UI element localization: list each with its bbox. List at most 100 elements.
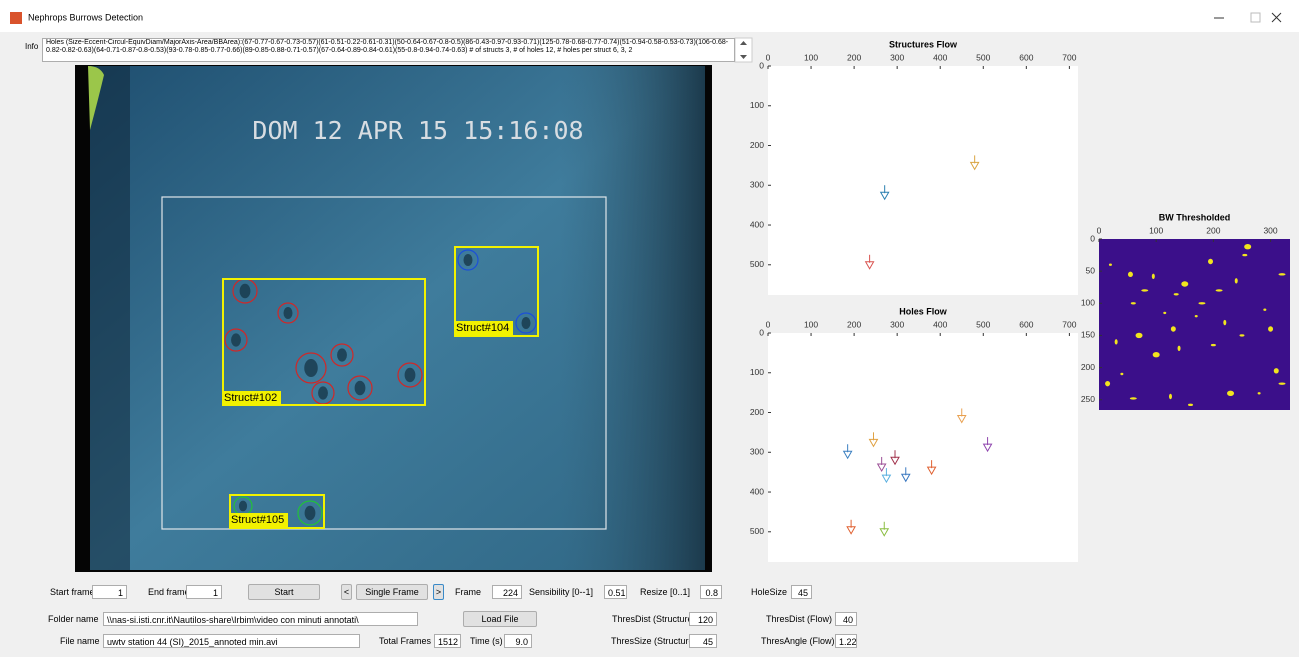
marker-triangle: [982, 443, 993, 453]
x-tick-label: 700: [1062, 319, 1076, 329]
structure-label-bg: [455, 321, 513, 335]
input[interactable]: 40: [835, 612, 857, 626]
bw-blob: [1135, 332, 1143, 339]
x-tick-label: 100: [1149, 225, 1163, 235]
y-tick-label: 200: [1081, 362, 1095, 372]
label: HoleSize: [751, 587, 788, 597]
y-tick-label: 500: [750, 259, 764, 269]
info-label: Info: [25, 42, 39, 51]
input[interactable]: 224: [492, 585, 522, 599]
marker-triangle: [900, 473, 911, 483]
marker-triangle: [842, 450, 853, 460]
y-tick-label: 50: [1086, 265, 1096, 275]
flow-marker: [879, 185, 890, 201]
bw-blob: [1194, 314, 1198, 318]
bw-blob: [1163, 311, 1167, 315]
x-tick-label: 200: [847, 319, 861, 329]
bw-blob: [1278, 273, 1286, 276]
y-tick-label: 0: [1090, 233, 1095, 243]
input[interactable]: 9.0: [504, 634, 532, 648]
plot-title: Holes Flow: [899, 306, 948, 316]
flow-marker: [876, 456, 887, 472]
video-rock: [560, 66, 705, 570]
input[interactable]: 45: [791, 585, 812, 599]
x-tick-label: 0: [766, 319, 771, 329]
burrow-hole: [354, 380, 366, 396]
marker-triangle: [846, 526, 856, 535]
marker-triangle: [879, 191, 890, 201]
hole-circle: [457, 249, 479, 271]
label: Total Frames: [379, 636, 432, 646]
x-tick-label: 200: [1206, 225, 1220, 235]
flow-marker: [956, 408, 967, 424]
burrow-hole: [304, 505, 316, 521]
x-tick-label: 500: [976, 319, 990, 329]
input[interactable]: 0.8: [700, 585, 722, 599]
x-tick-label: 400: [933, 319, 947, 329]
y-tick-label: 300: [750, 180, 764, 190]
y-tick-label: 200: [750, 140, 764, 150]
bw-blob: [1239, 334, 1245, 337]
input[interactable]: \\nas-si.isti.cnr.it\Nautilos-share\Irbi…: [103, 612, 418, 626]
maximize-button[interactable]: [1250, 12, 1261, 23]
input[interactable]: 1.22: [835, 634, 857, 648]
info-scrollbar[interactable]: [734, 37, 753, 63]
x-tick-label: 200: [847, 52, 861, 62]
input[interactable]: uwtv station 44 (SI)_2015_annoted min.av…: [103, 634, 360, 648]
y-tick-label: 300: [750, 447, 764, 457]
label: Frame: [455, 587, 482, 597]
label: File name: [60, 636, 100, 646]
y-tick-label: 400: [750, 486, 764, 496]
input[interactable]: 0.51: [604, 585, 627, 599]
bw-blob: [1215, 289, 1223, 292]
x-tick-label: 600: [1019, 319, 1033, 329]
flow-marker: [900, 467, 911, 483]
burrow-hole: [231, 333, 241, 347]
prev-button[interactable]: <: [341, 584, 352, 600]
input[interactable]: 120: [689, 612, 717, 626]
bw-image: [1099, 239, 1290, 410]
single-frame-button[interactable]: Single Frame: [356, 584, 428, 600]
bw-blob: [1177, 345, 1181, 351]
burrow-hole: [304, 359, 318, 377]
hole-circle: [224, 328, 248, 352]
structure-box: [454, 246, 539, 337]
input[interactable]: 1: [186, 585, 222, 599]
structure-box: [222, 278, 426, 406]
bw-blob: [1151, 273, 1155, 279]
flow-marker: [879, 521, 890, 537]
burrow-hole: [521, 317, 531, 329]
y-tick-label: 250: [1081, 394, 1095, 404]
flow-marker: [868, 432, 879, 448]
marker-triangle: [864, 261, 875, 270]
title-bar: [0, 0, 1299, 32]
label: Time (s): [470, 636, 503, 646]
burrow-hole: [463, 254, 473, 266]
flow-marker: [982, 437, 993, 453]
hole-circle: [277, 302, 299, 324]
bw-blob: [1181, 281, 1189, 287]
bw-blob: [1244, 244, 1252, 250]
bw-blob: [1173, 293, 1179, 296]
bw-blob: [1208, 258, 1214, 265]
load-file-button[interactable]: Load File: [463, 611, 537, 627]
start-button[interactable]: Start: [248, 584, 320, 600]
y-tick-label: 100: [750, 367, 764, 377]
y-tick-label: 500: [750, 526, 764, 536]
next-button[interactable]: >: [433, 584, 444, 600]
burrow-hole: [239, 283, 251, 299]
input[interactable]: 45: [689, 634, 717, 648]
input[interactable]: 1: [92, 585, 127, 599]
scroll-arrows: [740, 41, 747, 59]
y-tick-label: 0: [759, 327, 764, 337]
info-textbox[interactable]: Holes (Size-Eccent-Circul-EquivDiam/Majo…: [42, 38, 735, 62]
close-button[interactable]: [1271, 12, 1282, 23]
input[interactable]: 1512: [434, 634, 461, 648]
bw-blob: [1210, 343, 1216, 347]
flow-marker: [864, 254, 875, 270]
x-tick-label: 600: [1019, 52, 1033, 62]
label: ThresDist (Flow): [766, 614, 833, 624]
x-tick-label: 300: [1263, 225, 1277, 235]
bw-blob: [1223, 319, 1227, 326]
